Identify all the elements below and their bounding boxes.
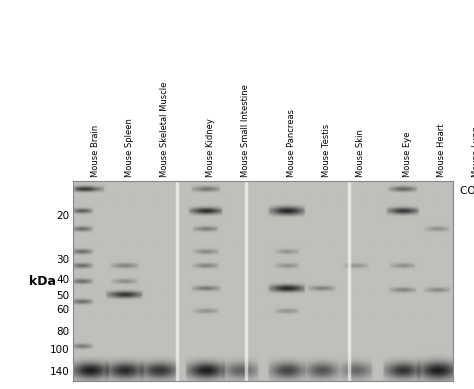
Text: Mouse Testis: Mouse Testis — [322, 124, 331, 177]
Text: Mouse Heart: Mouse Heart — [437, 123, 446, 177]
Text: 80: 80 — [56, 327, 70, 337]
Text: Mouse Eye: Mouse Eye — [403, 131, 412, 177]
Text: kDa: kDa — [29, 275, 56, 287]
Text: 100: 100 — [50, 345, 70, 355]
Text: 40: 40 — [56, 275, 70, 285]
Text: COX IV: COX IV — [460, 186, 474, 196]
Text: Mouse Brain: Mouse Brain — [91, 125, 100, 177]
Text: Mouse Kidney: Mouse Kidney — [206, 118, 215, 177]
Text: 50: 50 — [56, 291, 70, 301]
Text: 20: 20 — [56, 211, 70, 221]
Text: 140: 140 — [50, 367, 70, 377]
Text: Mouse Skin: Mouse Skin — [356, 129, 365, 177]
Text: 30: 30 — [56, 255, 70, 265]
Text: Mouse Spleen: Mouse Spleen — [125, 118, 134, 177]
Text: Mouse Skeletal Muscle: Mouse Skeletal Muscle — [160, 82, 169, 177]
Text: Mouse Small Intestine: Mouse Small Intestine — [241, 84, 250, 177]
Text: Mouse Lung: Mouse Lung — [472, 126, 474, 177]
Text: Mouse Pancreas: Mouse Pancreas — [287, 109, 296, 177]
Text: 60: 60 — [56, 305, 70, 315]
